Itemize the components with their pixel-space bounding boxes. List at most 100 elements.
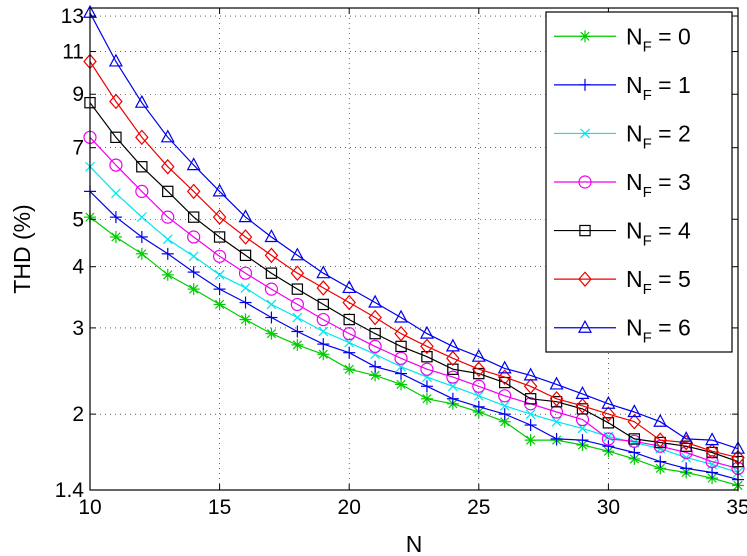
data-point-star xyxy=(524,434,537,447)
data-point-plus xyxy=(291,325,304,338)
data-point-plus xyxy=(420,380,433,393)
data-point-circle xyxy=(238,266,253,280)
data-point-circle xyxy=(472,379,486,393)
data-point-square xyxy=(579,224,591,237)
data-point-diamond xyxy=(575,397,590,414)
data-point-triangle xyxy=(679,431,694,445)
data-point-x xyxy=(344,337,355,348)
data-point-diamond xyxy=(212,209,227,225)
series-1 xyxy=(84,185,744,486)
data-point-diamond xyxy=(705,443,719,460)
data-point-plus xyxy=(369,360,382,373)
data-point-plus xyxy=(579,78,591,91)
data-point-plus xyxy=(395,367,408,380)
data-point-square xyxy=(602,417,615,429)
data-point-square xyxy=(343,313,355,326)
data-point-triangle xyxy=(212,183,227,197)
data-point-plus xyxy=(550,432,563,445)
data-point-x xyxy=(681,452,692,463)
data-point-x xyxy=(318,326,329,337)
data-point-triangle xyxy=(445,338,460,352)
data-point-circle xyxy=(109,158,123,172)
data-point-star xyxy=(420,392,433,405)
data-point-x xyxy=(162,234,173,245)
y-tick-label: 7 xyxy=(72,137,84,160)
data-point-diamond xyxy=(472,361,486,378)
data-point-star xyxy=(291,338,304,351)
series-layer xyxy=(82,4,746,492)
data-point-diamond xyxy=(601,406,616,422)
data-point-plus xyxy=(602,440,615,453)
data-point-diamond xyxy=(186,183,201,200)
data-point-diamond xyxy=(160,158,175,175)
data-point-star xyxy=(239,313,252,326)
data-point-x xyxy=(551,416,562,427)
data-point-square xyxy=(369,327,381,340)
series-line xyxy=(89,190,739,481)
data-point-diamond xyxy=(523,378,538,395)
y-tick-label: 4 xyxy=(72,256,84,279)
legend-entry: NF = 0 xyxy=(554,23,691,55)
data-point-x xyxy=(525,409,536,420)
legend: NF = 0 NF = 1 NF = 2 NF = 3 NF = 4 NF = 5 NF =… xyxy=(545,11,733,353)
data-point-triangle xyxy=(523,367,538,381)
data-point-plus xyxy=(317,338,330,351)
data-point-triangle xyxy=(316,265,331,279)
legend-label: NF = 0 xyxy=(626,23,691,55)
data-point-x xyxy=(136,212,147,223)
data-point-triangle xyxy=(653,413,668,427)
y-axis-label: THD (%) xyxy=(9,204,35,293)
data-point-square xyxy=(162,185,174,198)
data-point-triangle xyxy=(577,319,593,333)
x-tick-label: 30 xyxy=(597,496,620,519)
y-tick-label: 5 xyxy=(72,208,84,231)
data-point-triangle xyxy=(575,386,590,399)
data-point-plus xyxy=(239,296,252,309)
legend-label: NF = 6 xyxy=(626,315,691,347)
data-point-diamond xyxy=(394,325,408,342)
data-point-plus xyxy=(446,392,459,405)
data-point-plus xyxy=(109,211,122,224)
data-point-plus xyxy=(576,434,589,447)
data-point-plus xyxy=(161,247,174,260)
data-point-circle xyxy=(705,454,719,469)
data-point-triangle xyxy=(471,348,486,362)
legend-label: NF = 4 xyxy=(626,218,691,250)
data-point-circle xyxy=(342,327,356,341)
data-point-plus xyxy=(706,466,719,479)
series-line xyxy=(89,102,739,463)
data-point-triangle xyxy=(627,404,642,418)
data-point-square xyxy=(550,396,563,408)
data-point-plus xyxy=(524,419,537,432)
data-point-square xyxy=(265,267,278,279)
data-point-diamond xyxy=(653,432,668,448)
data-point-plus xyxy=(680,462,693,475)
data-point-circle xyxy=(161,210,175,224)
data-point-star xyxy=(395,378,408,391)
data-point-star xyxy=(109,230,122,243)
data-point-star xyxy=(265,327,278,340)
data-point-triangle xyxy=(705,432,720,446)
data-point-plus xyxy=(213,283,226,296)
x-axis-label: N xyxy=(406,531,423,556)
legend-label: NF = 2 xyxy=(626,120,691,152)
data-point-diamond xyxy=(135,129,149,146)
data-point-triangle xyxy=(290,247,305,261)
data-point-plus xyxy=(654,455,667,468)
data-point-x xyxy=(577,423,588,434)
data-point-triangle xyxy=(394,309,409,323)
data-point-plus xyxy=(265,311,278,324)
y-tick-label: 1.4 xyxy=(55,479,85,502)
data-point-square xyxy=(239,249,252,262)
data-point-x xyxy=(188,251,199,262)
legend-entry: NF = 1 xyxy=(554,72,691,104)
data-point-circle xyxy=(524,397,538,411)
data-point-diamond xyxy=(578,271,592,287)
data-point-circle xyxy=(213,249,227,263)
legend-label: NF = 5 xyxy=(626,266,691,298)
data-point-star xyxy=(135,247,148,260)
data-point-square xyxy=(576,403,589,415)
data-point-x xyxy=(214,269,225,280)
data-point-triangle xyxy=(549,376,564,390)
data-point-circle xyxy=(420,362,434,376)
